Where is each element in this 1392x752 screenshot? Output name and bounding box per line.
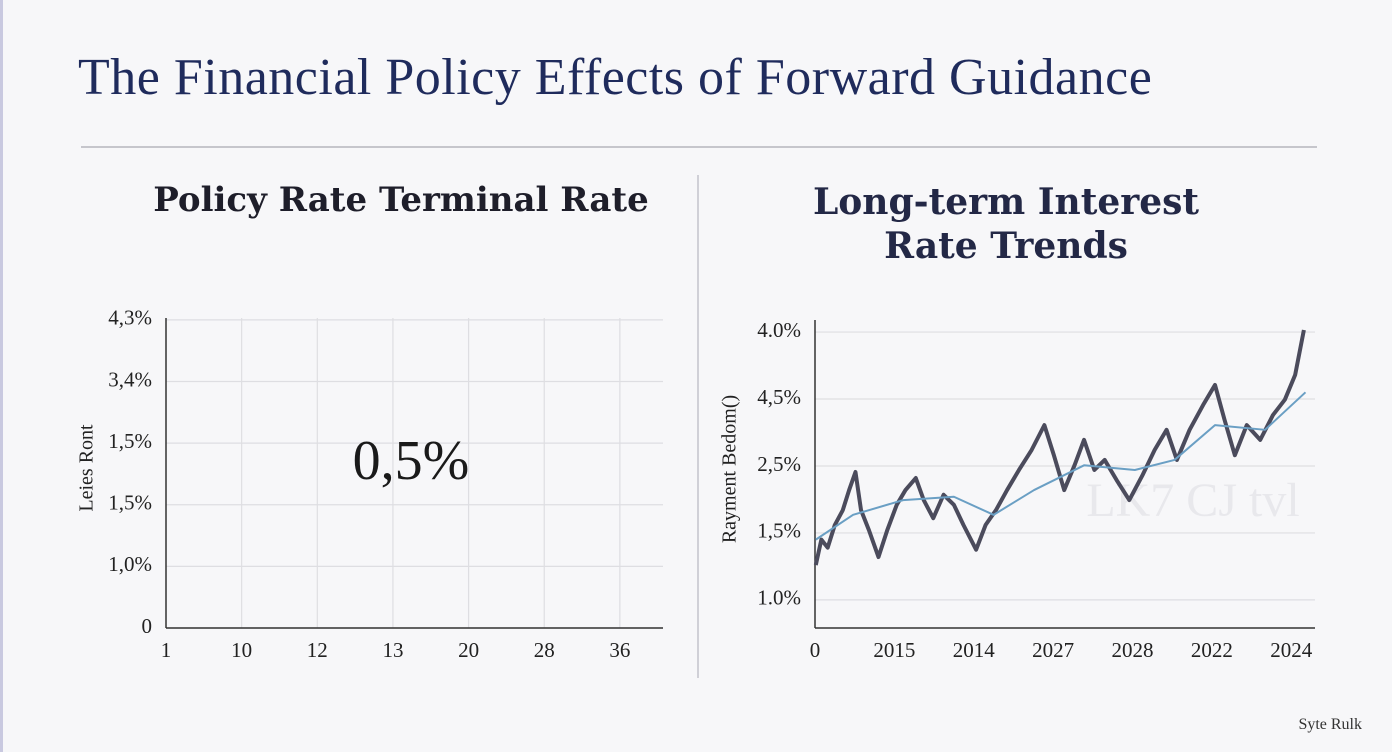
x-tick-label: 1 [161, 638, 172, 662]
y-tick-label: 1,5% [108, 491, 152, 515]
chart-title: Policy Rate Terminal Rate [153, 180, 649, 220]
x-tick-label: 2024 [1270, 638, 1313, 662]
x-tick-label: 36 [609, 638, 630, 662]
x-tick-label: 2014 [953, 638, 996, 662]
footer: Syte Rulk [1298, 716, 1362, 733]
annotation: LK7 CJ tvl [1086, 474, 1299, 527]
x-tick-label: 20 [458, 638, 479, 662]
y-tick-label: 4.0% [757, 318, 801, 342]
y-axis-label: Rayment Bedom() [719, 395, 741, 543]
y-tick-label: 1.0% [757, 586, 801, 610]
annotation: 0,5% [353, 430, 470, 492]
series-line [813, 329, 1306, 566]
charts: 01,0%1,5%1,5%3,4%4,3%1 10 12 13 20 28 36Leies … [76, 146, 1317, 678]
x-tick-label: 0 [810, 638, 821, 662]
x-tick-label: 10 [231, 638, 252, 662]
y-tick-label: 4,5% [757, 385, 801, 409]
x-tick-label: 28 [534, 638, 555, 662]
y-tick-label: 1,5% [757, 519, 801, 543]
y-tick-label: 2,5% [757, 452, 801, 476]
y-tick-label: 3,4% [108, 367, 152, 391]
page-title: The Financial Policy Effects of Forward … [78, 49, 1153, 106]
x-tick-label: 13 [382, 638, 403, 662]
x-tick-label: 2027 [1032, 638, 1074, 662]
chart-title: Long-term Interest Rate Trends [812, 181, 1200, 267]
y-tick-label: 1,5% [108, 429, 152, 453]
y-axis-label: Leies Ront [76, 424, 98, 512]
y-tick-label: 4,3% [108, 306, 152, 330]
y-tick-label: 0 [142, 614, 153, 638]
x-tick-label: 2022 [1191, 638, 1233, 662]
x-tick-label: 2015 [873, 638, 915, 662]
series-line [815, 391, 1307, 541]
x-tick-label: 12 [307, 638, 328, 662]
x-tick-label: 2028 [1111, 638, 1153, 662]
y-tick-label: 1,0% [108, 552, 152, 576]
